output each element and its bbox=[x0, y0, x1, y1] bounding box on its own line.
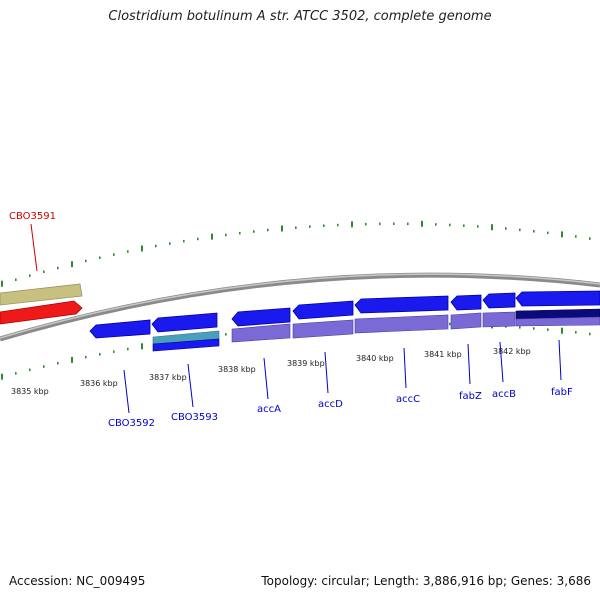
tick-mark bbox=[29, 274, 31, 277]
gene-labels: CBO3591 CBO3592 CBO3593 accA accD accC f… bbox=[9, 211, 573, 429]
tick-mark bbox=[183, 239, 185, 243]
scale-labels: 3835 kbp 3836 kbp 3837 kbp 3838 kbp 3839… bbox=[11, 347, 531, 396]
tick-mark bbox=[169, 242, 171, 245]
tick-mark bbox=[449, 223, 451, 227]
accession-text: Accession: NC_009495 bbox=[9, 574, 146, 588]
gene-cbo3591-bar bbox=[0, 283, 83, 306]
tick-mark bbox=[85, 355, 87, 359]
tick-mark bbox=[533, 327, 535, 330]
tick-mark bbox=[15, 372, 17, 375]
topology-text: Topology: circular; Length: 3,886,916 bp… bbox=[261, 574, 591, 588]
tick-mark bbox=[197, 237, 199, 241]
tick-mark bbox=[267, 228, 269, 232]
gene-acca-feature[interactable] bbox=[231, 307, 291, 343]
tick-mark bbox=[589, 237, 591, 240]
tick-mark bbox=[505, 227, 507, 230]
gene-leader-lines bbox=[30, 223, 562, 414]
tick-mark bbox=[57, 362, 59, 365]
tick-mark bbox=[1, 280, 3, 287]
outer-tick-row bbox=[1, 220, 591, 287]
tick-mark bbox=[379, 222, 381, 226]
scale-label: 3836 kbp bbox=[80, 379, 118, 388]
tick-mark bbox=[211, 233, 213, 240]
gene-label-fabf[interactable]: fabF bbox=[551, 387, 573, 398]
tick-mark bbox=[547, 231, 549, 235]
gene-label-accd[interactable]: accD bbox=[318, 399, 343, 410]
gene-accd-feature[interactable] bbox=[292, 300, 354, 339]
scale-label: 3838 kbp bbox=[218, 365, 256, 374]
tick-mark bbox=[113, 350, 115, 353]
tick-mark bbox=[519, 326, 521, 329]
tick-mark bbox=[407, 222, 409, 226]
tick-mark bbox=[575, 235, 577, 238]
tick-mark bbox=[477, 225, 479, 228]
tick-mark bbox=[519, 228, 521, 232]
tick-mark bbox=[71, 261, 73, 268]
tick-mark bbox=[15, 278, 17, 281]
tick-mark bbox=[547, 328, 549, 331]
scale-label: 3837 kbp bbox=[149, 373, 187, 382]
gene-label-accc[interactable]: accC bbox=[396, 394, 420, 405]
scale-label: 3835 kbp bbox=[11, 387, 49, 396]
tick-mark bbox=[365, 222, 367, 226]
gene-label-cbo3593[interactable]: CBO3593 bbox=[171, 412, 218, 423]
gene-fabz-feature[interactable] bbox=[450, 294, 482, 330]
tick-mark bbox=[393, 222, 395, 225]
gene-cbo3592-feature[interactable] bbox=[89, 319, 151, 339]
gene-label-acca[interactable]: accA bbox=[257, 404, 281, 415]
tick-mark bbox=[57, 266, 59, 270]
tick-mark bbox=[435, 223, 437, 226]
gene-cbo3593-feature[interactable] bbox=[151, 312, 220, 352]
scale-label: 3840 kbp bbox=[356, 354, 394, 363]
tick-mark bbox=[561, 327, 563, 334]
tick-mark bbox=[323, 224, 325, 227]
tick-mark bbox=[561, 231, 563, 238]
tick-mark bbox=[225, 333, 227, 336]
tick-mark bbox=[491, 224, 493, 231]
tick-mark bbox=[463, 224, 465, 227]
map-title: Clostridium botulinum A str. ATCC 3502, … bbox=[108, 9, 492, 24]
tick-mark bbox=[29, 368, 31, 372]
tick-mark bbox=[1, 373, 3, 380]
tick-mark bbox=[253, 230, 255, 233]
tick-mark bbox=[99, 256, 101, 259]
scale-label: 3839 kbp bbox=[287, 359, 325, 368]
tick-mark bbox=[85, 259, 87, 263]
tick-mark bbox=[141, 245, 143, 252]
gene-label-cbo3592[interactable]: CBO3592 bbox=[108, 418, 155, 429]
tick-mark bbox=[295, 226, 297, 229]
tick-mark bbox=[141, 343, 143, 350]
tick-mark bbox=[127, 347, 129, 351]
scale-label: 3842 kbp bbox=[493, 347, 531, 356]
tick-mark bbox=[337, 223, 339, 227]
gene-cbo3591-arrow bbox=[0, 300, 83, 325]
genome-backbone bbox=[0, 272, 600, 342]
tick-mark bbox=[589, 332, 591, 336]
tick-mark bbox=[309, 225, 311, 228]
tick-mark bbox=[155, 244, 157, 248]
tick-mark bbox=[127, 250, 129, 253]
tick-mark bbox=[239, 231, 241, 235]
gene-accb-feature[interactable] bbox=[482, 292, 516, 328]
tick-mark bbox=[113, 253, 115, 256]
tick-mark bbox=[449, 322, 451, 326]
gene-label-cbo3591[interactable]: CBO3591 bbox=[9, 211, 56, 222]
gene-accc-feature[interactable] bbox=[354, 295, 449, 334]
tick-mark bbox=[421, 220, 423, 227]
tick-mark bbox=[533, 230, 535, 233]
tick-mark bbox=[225, 233, 227, 237]
tick-mark bbox=[351, 221, 353, 228]
tick-mark bbox=[99, 353, 101, 356]
gene-cbo3591-feature[interactable] bbox=[0, 283, 83, 325]
tick-mark bbox=[43, 270, 45, 273]
scale-label: 3841 kbp bbox=[424, 350, 462, 359]
tick-mark bbox=[575, 331, 577, 334]
tick-mark bbox=[71, 356, 73, 363]
gene-label-fabz[interactable]: fabZ bbox=[459, 391, 482, 402]
tick-mark bbox=[43, 365, 45, 368]
gene-fabf-feature[interactable] bbox=[515, 290, 600, 327]
tick-mark bbox=[281, 225, 283, 232]
gene-label-accb[interactable]: accB bbox=[492, 389, 516, 400]
